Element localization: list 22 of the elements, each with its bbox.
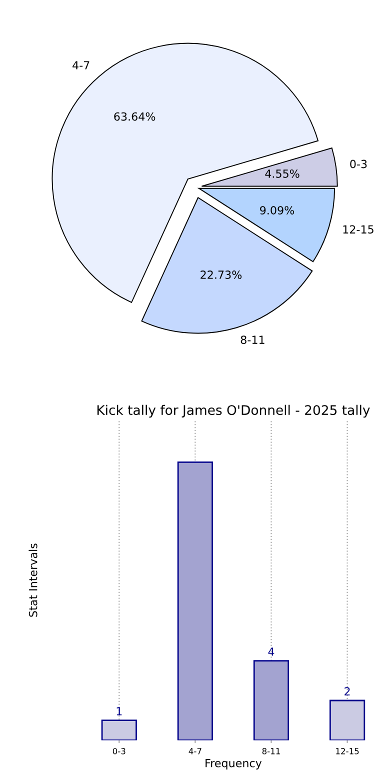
- slice-label: 8-11: [240, 336, 264, 344]
- x-tick-label: 0-3: [112, 748, 126, 754]
- x-axis-title: Frequency: [206, 759, 262, 770]
- chart-title: Kick tally for James O'Donnell - 2025 tally: [97, 404, 370, 418]
- bar: [177, 461, 213, 740]
- data-label: 4.55%: [265, 169, 300, 178]
- bar: [101, 720, 137, 740]
- bar: [329, 700, 366, 740]
- y-axis-title: Stat Intervals: [28, 544, 38, 617]
- data-label: 63.64%: [114, 112, 156, 121]
- data-label: 1: [116, 707, 122, 716]
- data-label: 2: [344, 687, 350, 696]
- slice-label: 0-3: [350, 160, 367, 168]
- x-tick-label: 12-15: [336, 748, 359, 754]
- slice-label: 12-15: [343, 225, 374, 234]
- data-label: 4: [268, 648, 274, 656]
- slice-label: 4-7: [72, 61, 90, 70]
- x-tick-label: 8-11: [262, 748, 280, 754]
- bar: [253, 660, 290, 740]
- data-label: 9.09%: [260, 206, 294, 214]
- x-tick-label: 4-7: [188, 748, 202, 754]
- data-label: 22.73%: [200, 270, 242, 279]
